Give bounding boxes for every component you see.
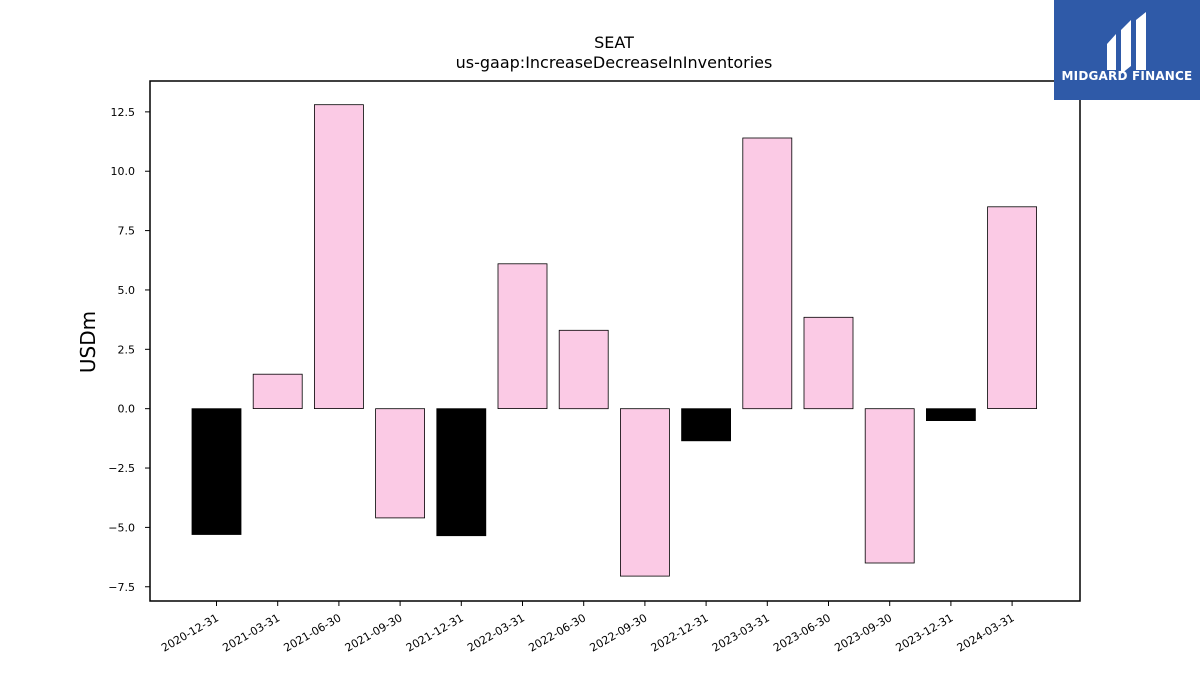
brand-logo: MIDGARD FINANCE [1054,0,1200,100]
y-tick-label: 2.5 [118,343,136,356]
x-tick-label: 2024-03-31 [955,611,1017,654]
x-tick-label: 2022-03-31 [465,611,527,654]
y-tick-label: 0.0 [118,403,136,416]
bar-2024-03-31 [987,206,1037,410]
bar-2023-12-31 [926,408,976,422]
x-tick-label: 2023-03-31 [710,611,772,654]
chart-subtitle: us-gaap:IncreaseDecreaseInInventories [456,53,773,72]
bars-group [191,104,1037,577]
bar-2022-03-31 [497,263,548,409]
bar-2020-12-31 [191,408,242,535]
x-tick-label: 2021-03-31 [220,611,282,654]
y-tick-label: 5.0 [118,284,136,297]
chart-title: SEAT [594,33,634,52]
y-axis-label: USDm [76,311,100,373]
y-tick-label: 12.5 [111,106,136,119]
bar-2023-06-30 [803,316,854,410]
x-tick-label: 2022-06-30 [526,611,588,654]
y-tick-label: 10.0 [111,165,136,178]
y-tick-label: 7.5 [118,225,136,238]
logo-text: MIDGARD FINANCE [1062,69,1193,83]
bar-2023-03-31 [742,137,793,410]
bar-2022-09-30 [620,408,670,577]
bar-2021-12-31 [436,408,487,537]
bar-2021-06-30 [313,104,364,409]
x-tick-label: 2023-06-30 [771,611,833,654]
x-tick-label: 2021-09-30 [343,611,405,654]
x-tick-label: 2021-06-30 [282,611,344,654]
bar-2022-06-30 [558,329,609,410]
x-tick-label: 2023-12-31 [894,611,956,654]
x-tick-label: 2022-12-31 [649,611,711,654]
bar-2021-03-31 [252,373,303,410]
y-axis-ticks: −7.5 −5.0 −2.5 0.0 2.5 5.0 7.5 10.0 12.5 [108,106,150,594]
bar-2023-09-30 [864,408,915,564]
y-tick-label: −7.5 [108,581,135,594]
x-tick-label: 2020-12-31 [159,611,221,654]
bar-2022-12-31 [681,408,731,442]
y-tick-label: −5.0 [108,521,135,534]
plot-frame [149,80,1081,602]
bar-2021-09-30 [375,408,426,519]
x-tick-label: 2023-09-30 [832,611,894,654]
x-tick-label: 2022-09-30 [588,611,650,654]
x-tick-label: 2021-12-31 [404,611,466,654]
x-axis-ticks: 2020-12-31 2021-03-31 2021-06-30 2021-09-30… [159,601,1017,655]
y-tick-label: −2.5 [108,462,135,475]
midgard-logo-icon [1107,12,1146,74]
